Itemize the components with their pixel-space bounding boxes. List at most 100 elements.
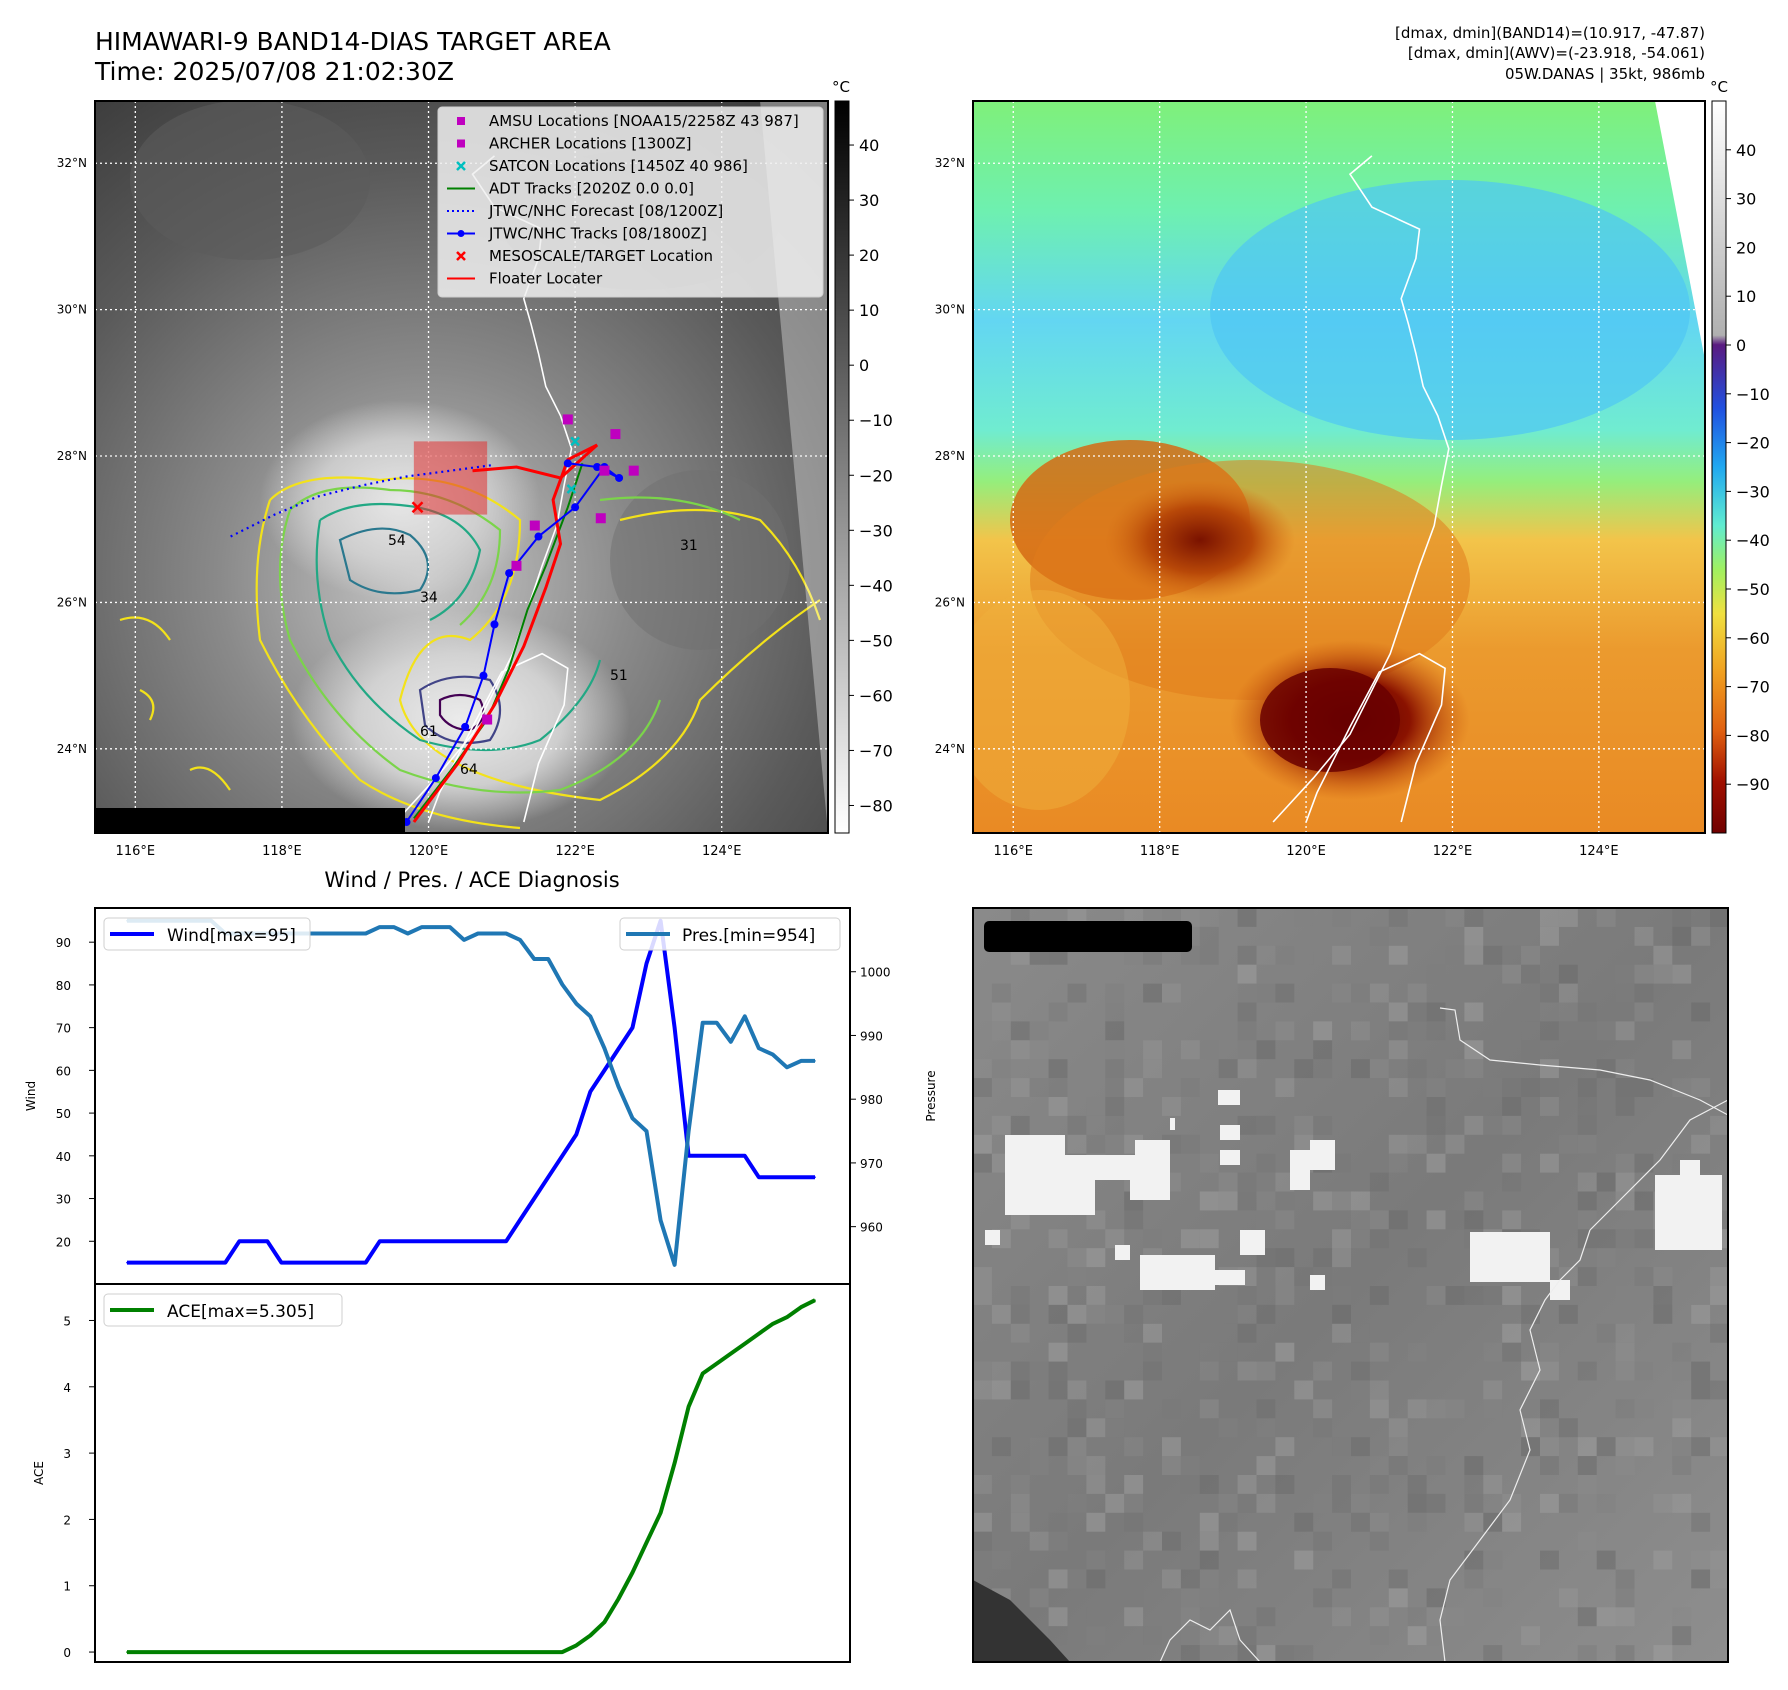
wv-china-coast xyxy=(1272,155,1450,823)
wmg-count-box xyxy=(984,921,1192,952)
wmg-block xyxy=(1275,983,1295,1003)
pressure-point xyxy=(393,926,395,928)
wmg-block xyxy=(991,1380,1011,1400)
satcon-marker xyxy=(566,484,577,494)
ace-panel: 0 1 2 3 4 5 ACE ACE[max=5.305] xyxy=(32,1283,851,1663)
wmg-block xyxy=(1426,1399,1446,1419)
wind-point xyxy=(687,1155,690,1157)
ir-colorbar-tick-label: −10 xyxy=(859,411,893,430)
wmg-block xyxy=(1615,1569,1635,1589)
ir-lat-label: 28°N xyxy=(57,449,87,463)
ace-point xyxy=(673,1462,676,1464)
pressure-legend-label: Pres.[min=954] xyxy=(682,926,815,946)
wv-colorbar-tick-label: −50 xyxy=(1736,580,1770,599)
wv-colorbar-tick-label: 0 xyxy=(1736,336,1746,355)
wind-axis-tick-label: 80 xyxy=(56,979,71,993)
wmg-block xyxy=(1483,1115,1503,1135)
wmg-block xyxy=(1199,1626,1219,1646)
wmg-block xyxy=(1199,1153,1219,1173)
wind-point xyxy=(350,1261,353,1264)
wmg-block xyxy=(1615,1153,1635,1173)
wmg-block xyxy=(1237,1191,1257,1211)
wmg-block xyxy=(1407,926,1427,946)
wmg-block xyxy=(1634,1078,1654,1097)
wmg-block xyxy=(1596,1059,1616,1079)
ir-colorbar-tick-label: 0 xyxy=(859,356,869,375)
pressure-point xyxy=(659,1219,662,1222)
wmg-block xyxy=(1653,1267,1673,1286)
pressure-point xyxy=(533,958,535,960)
wmg-block xyxy=(1502,945,1522,965)
wmg-block xyxy=(1218,1323,1238,1343)
wmg-block xyxy=(1521,1361,1540,1381)
wmg-block xyxy=(1067,1399,1087,1419)
wmg-block xyxy=(1464,1210,1484,1230)
wmg-block xyxy=(1464,1286,1484,1305)
wmg-block xyxy=(1672,1040,1692,1060)
legend-label: Floater Locater xyxy=(489,270,603,288)
ace-point xyxy=(715,1362,718,1365)
wmg-block xyxy=(1540,1059,1559,1079)
wmg-block xyxy=(1294,1380,1314,1400)
wind-point xyxy=(224,1261,227,1264)
wmg-block xyxy=(1124,1493,1144,1513)
wmg-block xyxy=(1351,1323,1370,1343)
wv-lat-label: 26°N xyxy=(935,595,965,609)
wind-point xyxy=(407,1240,409,1243)
ace-point xyxy=(140,1651,142,1653)
wmg-block xyxy=(1577,1437,1597,1457)
wmg-block xyxy=(1162,1437,1181,1457)
wmg-block xyxy=(1029,1078,1049,1097)
legend-label: AMSU Locations [NOAA15/2258Z 43 987] xyxy=(489,112,799,130)
wmg-block xyxy=(1464,926,1484,946)
wmg-block xyxy=(1691,1569,1711,1589)
wmg-block xyxy=(1388,1210,1408,1230)
wmg-block xyxy=(1369,1172,1389,1192)
wind-pressure-panel: 20 30 40 50 60 70 80 90 960 970 980 990 1000 Wind P… xyxy=(24,907,938,1285)
wmg-block xyxy=(1577,1078,1597,1097)
wmg-block xyxy=(1199,1229,1219,1249)
contour-label: 64 xyxy=(460,762,478,778)
pressure-point xyxy=(589,1015,592,1018)
wmg-block xyxy=(1577,1115,1597,1135)
wmg-block xyxy=(1275,1191,1295,1211)
wmg-block xyxy=(991,1304,1011,1324)
wmg-block xyxy=(1483,1286,1503,1305)
wmg-block xyxy=(1710,1267,1728,1286)
wmg-block xyxy=(1615,1607,1635,1627)
wind-point xyxy=(547,1176,549,1178)
wmg-block xyxy=(1105,1097,1125,1116)
jtwc-track-point xyxy=(615,473,624,482)
wmg-block xyxy=(1332,1153,1351,1173)
ace-point xyxy=(435,1651,437,1653)
ace-point xyxy=(477,1651,479,1653)
wmg-block xyxy=(973,1078,992,1097)
pressure-point xyxy=(561,983,564,986)
wmg-block xyxy=(1048,1569,1068,1589)
wv-lon-ticks: 116°E 118°E 120°E 122°E 124°E xyxy=(993,844,1618,859)
wmg-block xyxy=(1086,1097,1106,1116)
wmg-block xyxy=(1199,1475,1219,1494)
ace-point xyxy=(210,1651,212,1653)
wmg-block xyxy=(1407,1475,1427,1494)
wmg-block xyxy=(1256,1456,1276,1475)
wmg-block xyxy=(1502,964,1522,984)
wmg-block xyxy=(1558,1493,1578,1513)
wmg-block xyxy=(1029,1059,1049,1079)
wind-point xyxy=(603,1069,606,1072)
wmg-block xyxy=(1691,1437,1711,1457)
wind-axis-tick-label: 90 xyxy=(56,936,71,950)
wmg-block xyxy=(1048,1286,1068,1305)
wmg-block xyxy=(1426,1286,1446,1305)
wmg-block xyxy=(991,1323,1011,1343)
wmg-block xyxy=(1596,1493,1616,1513)
wmg-block xyxy=(973,1286,992,1305)
wmg-block xyxy=(1615,1456,1635,1475)
wmg-block xyxy=(1143,1323,1162,1343)
wmg-count-label: WMG Count: 142 xyxy=(992,926,1171,948)
wmg-block xyxy=(1369,1342,1389,1362)
wmg-block xyxy=(1521,1626,1540,1646)
wmg-block xyxy=(1313,1248,1333,1268)
wmg-block xyxy=(1502,1172,1522,1192)
wmg-block xyxy=(1388,1569,1408,1589)
